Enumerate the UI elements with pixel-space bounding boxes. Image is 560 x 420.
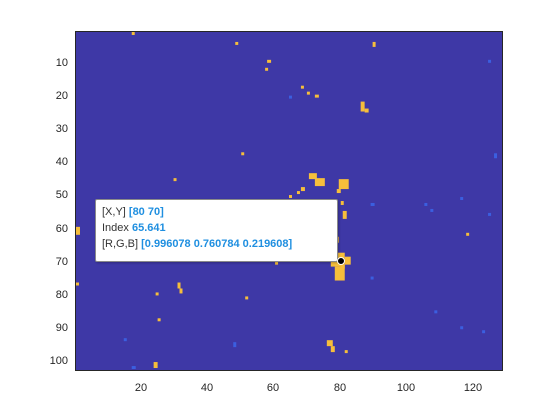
ytick-label: 90: [55, 322, 68, 334]
datatip-row-index: Index 65.641: [102, 220, 331, 236]
indexed-image[interactable]: [76, 32, 502, 370]
ytick-label: 70: [55, 256, 68, 268]
ytick-label: 20: [55, 90, 68, 102]
ytick-label: 50: [55, 189, 68, 201]
datatip-index-value: 65.641: [131, 222, 166, 234]
datatip-xy-value: [80 70]: [128, 206, 164, 218]
datatip[interactable]: [X,Y] [80 70] Index 65.641 [R,G,B] [0.99…: [95, 199, 338, 262]
xtick-label: 40: [200, 382, 214, 394]
datatip-rgb-label: [R,G,B]: [102, 238, 139, 250]
blue-pixels: [123, 59, 498, 370]
datatip-index-label: Index: [102, 222, 129, 234]
datatip-rgb-value: [0.996078 0.760784 0.219608]: [141, 238, 293, 250]
datatip-xy-label: [X,Y]: [102, 206, 126, 218]
xtick-label: 120: [463, 382, 483, 394]
xtick-label: 80: [333, 382, 347, 394]
ytick-label: 30: [55, 123, 68, 135]
yellow-pixels: [76, 32, 470, 369]
ytick-label: 60: [55, 223, 68, 235]
xtick-label: 20: [134, 382, 148, 394]
ytick-label: 10: [55, 57, 68, 69]
xtick-label: 100: [396, 382, 416, 394]
xtick-label: 60: [266, 382, 280, 394]
ytick-label: 40: [55, 156, 68, 168]
datatip-row-xy: [X,Y] [80 70]: [102, 204, 331, 220]
datatip-row-rgb: [R,G,B] [0.996078 0.760784 0.219608]: [102, 236, 331, 252]
datatip-marker[interactable]: [337, 257, 345, 265]
ytick-label: 100: [49, 355, 68, 367]
ytick-label: 80: [55, 289, 68, 301]
